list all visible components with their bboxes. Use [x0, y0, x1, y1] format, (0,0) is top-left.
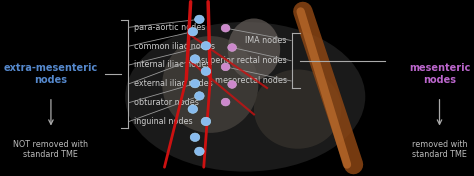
Ellipse shape: [221, 24, 230, 32]
Ellipse shape: [125, 22, 365, 172]
Ellipse shape: [194, 147, 204, 156]
Ellipse shape: [190, 133, 200, 142]
Text: mesenteric
nodes: mesenteric nodes: [409, 63, 470, 85]
FancyArrowPatch shape: [301, 11, 347, 165]
Ellipse shape: [190, 79, 200, 88]
Ellipse shape: [201, 67, 211, 76]
Ellipse shape: [188, 105, 198, 113]
Ellipse shape: [190, 55, 200, 63]
Text: extra-mesenteric
nodes: extra-mesenteric nodes: [4, 63, 98, 85]
Text: NOT removed with
standard TME: NOT removed with standard TME: [13, 140, 89, 159]
Ellipse shape: [228, 44, 237, 51]
Ellipse shape: [188, 27, 198, 36]
Text: common iliac nodes: common iliac nodes: [134, 42, 215, 51]
Ellipse shape: [228, 18, 280, 80]
Text: internal iliac nodes: internal iliac nodes: [134, 60, 210, 70]
Ellipse shape: [228, 81, 237, 88]
Ellipse shape: [221, 98, 230, 106]
Ellipse shape: [221, 63, 230, 71]
FancyArrowPatch shape: [303, 11, 354, 165]
Ellipse shape: [254, 70, 341, 149]
Text: inguinal nodes: inguinal nodes: [134, 117, 192, 126]
Text: superior rectal nodes: superior rectal nodes: [201, 56, 287, 65]
Text: para-aortic nodes: para-aortic nodes: [134, 23, 205, 32]
Text: IMA nodes: IMA nodes: [246, 36, 287, 45]
Text: mesorectal nodes: mesorectal nodes: [215, 76, 287, 86]
Text: removed with
standard TME: removed with standard TME: [412, 140, 467, 159]
Ellipse shape: [201, 42, 211, 50]
Ellipse shape: [201, 117, 211, 126]
Ellipse shape: [162, 36, 258, 133]
Ellipse shape: [194, 92, 204, 100]
Text: external iliac nodes: external iliac nodes: [134, 79, 213, 88]
Text: obturator nodes: obturator nodes: [134, 98, 199, 107]
Ellipse shape: [194, 15, 204, 24]
